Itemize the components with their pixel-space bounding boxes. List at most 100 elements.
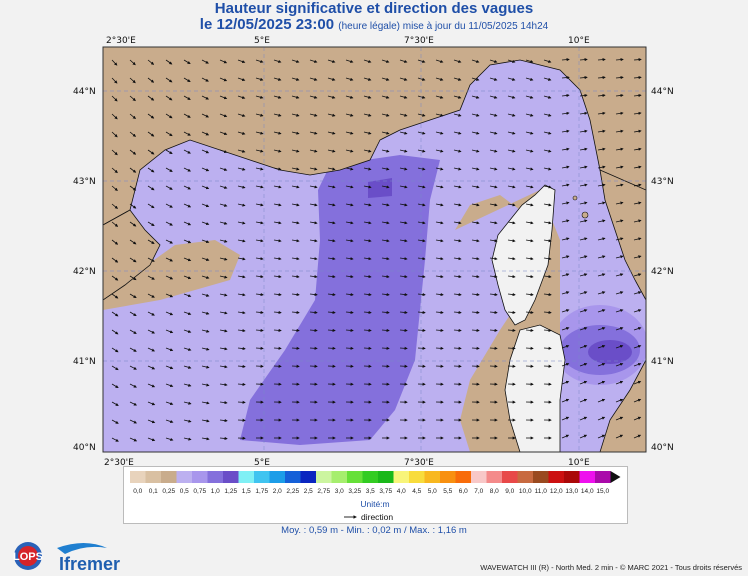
direction-arrow — [453, 203, 462, 207]
direction-arrow — [183, 221, 192, 226]
direction-arrow — [561, 344, 570, 349]
direction-arrow — [615, 93, 624, 98]
direction-arrow — [561, 147, 570, 151]
direction-arrow — [327, 149, 336, 153]
direction-arrow — [453, 275, 462, 279]
direction-arrow — [309, 95, 318, 99]
direction-arrow — [237, 400, 246, 404]
land-north — [103, 47, 646, 226]
legend-label: 2,5 — [304, 488, 313, 495]
direction-arrow — [363, 221, 372, 225]
direction-arrow — [165, 293, 174, 298]
direction-arrow — [183, 293, 192, 298]
direction-arrow — [597, 380, 606, 385]
direction-arrow — [147, 311, 155, 316]
direction-arrow — [273, 131, 282, 135]
direction-arrow — [165, 95, 173, 101]
direction-arrow — [489, 275, 498, 279]
direction-arrow — [183, 419, 192, 423]
direction-arrow — [327, 185, 336, 189]
direction-arrow — [129, 347, 137, 352]
direction-arrow — [615, 201, 624, 205]
direction-arrow — [417, 239, 426, 243]
direction-arrow — [399, 257, 408, 261]
direction-arrow — [561, 93, 570, 98]
direction-arrow — [489, 346, 498, 350]
direction-arrow — [111, 149, 118, 156]
direction-arrow — [453, 95, 462, 99]
direction-arrow — [453, 149, 462, 153]
direction-arrow — [561, 362, 570, 367]
direction-arrow — [237, 149, 246, 153]
direction-arrow — [255, 149, 264, 153]
direction-arrow — [255, 203, 264, 207]
direction-arrow — [507, 113, 516, 117]
direction-arrow — [561, 273, 570, 277]
direction-arrow — [129, 419, 138, 424]
direction-arrow — [129, 149, 137, 155]
direction-arrow — [327, 59, 336, 63]
direction-arrow — [561, 201, 570, 205]
direction-arrow — [489, 59, 498, 63]
direction-arrow — [273, 203, 282, 207]
legend-swatch — [533, 471, 549, 483]
legend-label: 15,0 — [596, 488, 609, 495]
direction-arrow — [219, 275, 228, 279]
direction-arrow — [525, 113, 534, 117]
direction-arrow — [291, 95, 300, 99]
direction-arrow — [489, 77, 498, 81]
direction-arrow — [597, 58, 606, 62]
direction-arrow — [633, 75, 642, 80]
direction-arrow — [561, 291, 570, 295]
direction-arrow — [309, 328, 318, 332]
legend-label: 3,75 — [379, 488, 392, 495]
direction-arrow — [561, 75, 570, 80]
direction-arrow — [471, 203, 480, 207]
direction-arrow — [615, 75, 624, 80]
direction-arrow — [219, 77, 228, 82]
land-italy — [599, 169, 646, 301]
direction-arrow — [111, 257, 119, 263]
direction-arrow — [489, 185, 498, 189]
direction-arrow — [327, 328, 336, 332]
direction-arrow — [129, 293, 137, 299]
legend-swatch — [285, 471, 301, 483]
legend-swatch — [269, 471, 285, 483]
direction-arrow — [633, 416, 642, 421]
direction-arrow — [201, 293, 210, 297]
direction-arrow — [399, 310, 408, 315]
direction-arrow — [471, 149, 480, 153]
direction-arrow — [435, 185, 444, 189]
stats-line: Moy. : 0,59 m - Min. : 0,02 m / Max. : 1… — [281, 525, 467, 536]
direction-arrow — [219, 329, 228, 333]
direction-arrow — [597, 434, 606, 439]
direction-arrow — [309, 203, 318, 207]
direction-arrow — [219, 257, 228, 261]
direction-arrow — [237, 77, 246, 82]
direction-arrow — [327, 310, 336, 315]
direction-arrow — [435, 113, 444, 117]
direction-arrow — [147, 77, 155, 83]
direction-arrow — [525, 77, 534, 81]
direction-arrow — [345, 149, 354, 153]
legend-end-arrow — [610, 471, 621, 483]
direction-arrow — [183, 113, 191, 118]
direction-arrow — [219, 401, 228, 405]
direction-arrow — [255, 239, 264, 243]
lon-tick-top: 5°E — [254, 36, 270, 46]
direction-arrow — [147, 167, 155, 173]
direction-arrow — [381, 346, 390, 350]
direction-arrow — [633, 362, 642, 367]
update-note: (heure légale) mise à jour du 11/05/2025… — [338, 21, 549, 32]
direction-arrow — [111, 185, 118, 192]
direction-arrow — [345, 257, 354, 261]
direction-arrow — [615, 129, 624, 133]
direction-arrow — [147, 437, 156, 442]
lops-logo: LOPS — [13, 542, 43, 570]
direction-arrow — [345, 131, 354, 135]
direction-arrow — [291, 77, 300, 81]
direction-arrow — [147, 59, 155, 65]
direction-arrow — [237, 59, 246, 64]
graticule — [103, 47, 646, 452]
